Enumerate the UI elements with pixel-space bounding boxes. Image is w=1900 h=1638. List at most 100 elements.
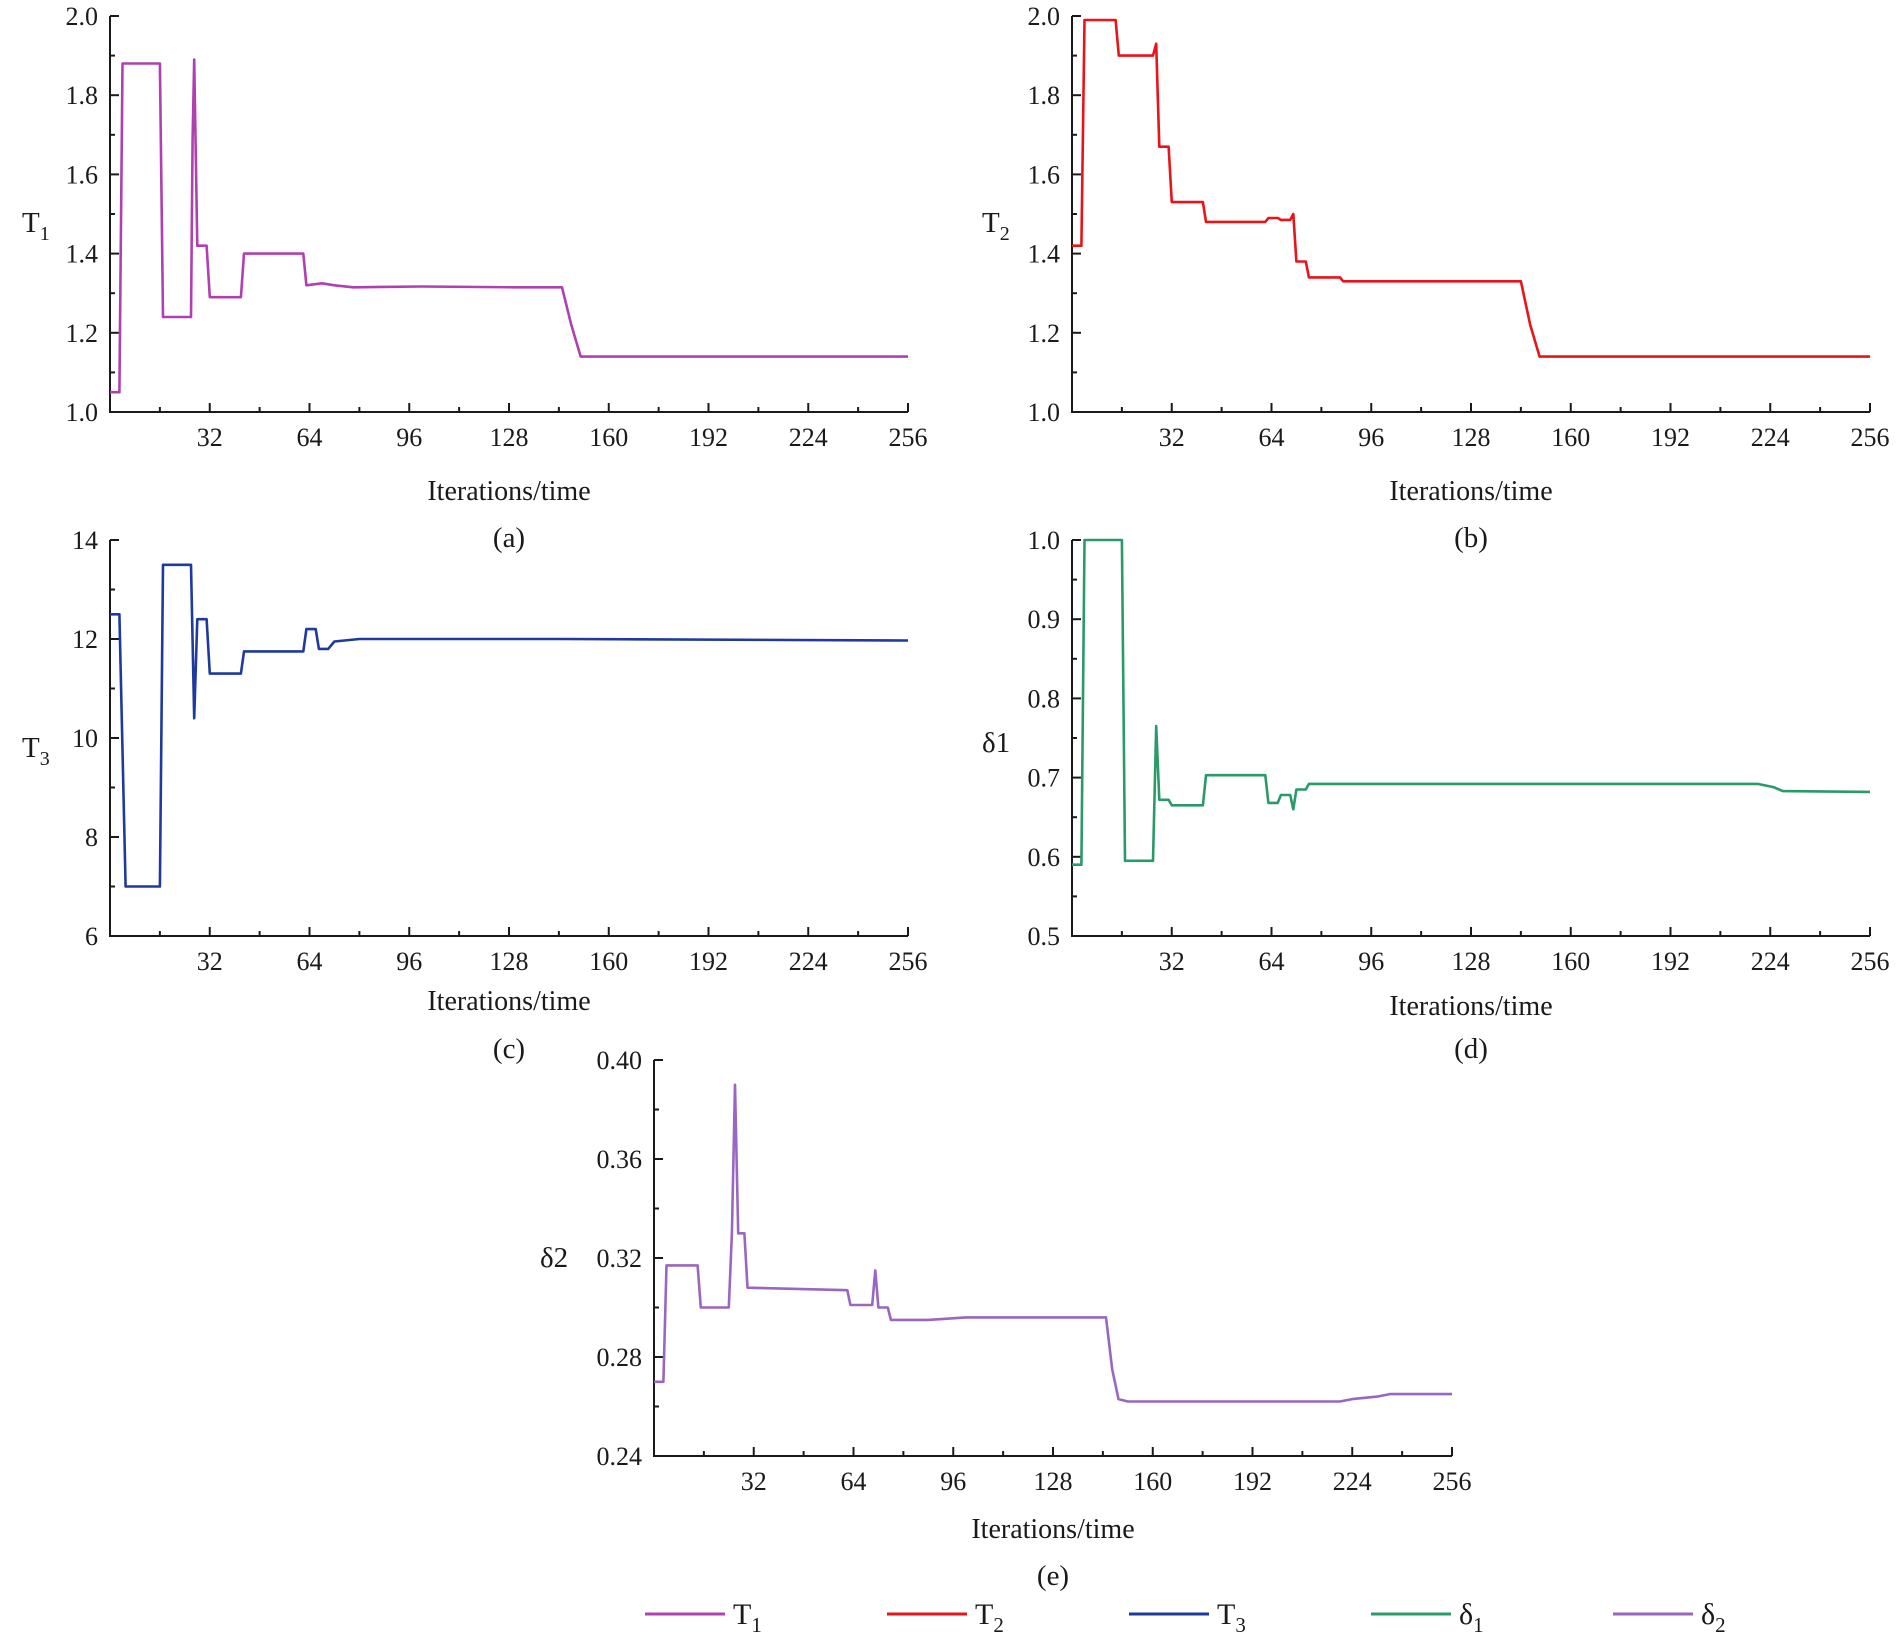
chart-panel-c: 6 8 10 12 14 32 64 96 128 160 192 224 256 Iterations/… bbox=[22, 526, 928, 1065]
x-tick-label: 192 bbox=[689, 423, 728, 452]
x-tick-label: 96 bbox=[940, 1467, 966, 1496]
panel-caption: (d) bbox=[1454, 1033, 1488, 1065]
y-tick-label: 0.6 bbox=[1028, 843, 1061, 872]
x-tick-label: 192 bbox=[689, 947, 728, 976]
x-tick-label: 224 bbox=[1333, 1467, 1372, 1496]
y-axis-label: T3 bbox=[22, 732, 50, 770]
y-tick-label: 1.8 bbox=[66, 81, 99, 110]
x-tick-label: 256 bbox=[1433, 1467, 1472, 1496]
x-tick-label: 64 bbox=[841, 1467, 867, 1496]
legend-item: δ1 bbox=[1371, 1598, 1484, 1637]
x-tick-label: 192 bbox=[1651, 947, 1690, 976]
x-tick-label: 160 bbox=[1551, 947, 1590, 976]
x-tick-label: 224 bbox=[1751, 423, 1790, 452]
x-tick-label: 32 bbox=[1159, 947, 1185, 976]
legend-label-main: T bbox=[1217, 1598, 1235, 1631]
x-tick-label: 96 bbox=[396, 423, 422, 452]
x-axis-label: Iterations/time bbox=[427, 986, 590, 1017]
x-tick-label: 96 bbox=[1358, 947, 1384, 976]
axis-lines bbox=[1071, 540, 1870, 937]
y-tick-label: 0.9 bbox=[1028, 605, 1061, 634]
y-tick-label: 0.7 bbox=[1028, 764, 1061, 793]
y-tick-label: 0.32 bbox=[597, 1244, 643, 1273]
y-tick-label: 2.0 bbox=[1028, 2, 1061, 31]
y-axis-label-main: T bbox=[22, 732, 40, 764]
x-tick-label: 256 bbox=[889, 947, 928, 976]
y-axis-label-main: δ2 bbox=[540, 1242, 568, 1274]
series-line-b bbox=[1072, 18, 1870, 358]
x-tick-label: 160 bbox=[1133, 1467, 1172, 1496]
x-tick-label: 128 bbox=[490, 947, 529, 976]
legend-label: T3 bbox=[1217, 1598, 1246, 1637]
x-tick-label: 224 bbox=[789, 947, 828, 976]
x-tick-label: 224 bbox=[789, 423, 828, 452]
x-tick-label: 96 bbox=[1358, 423, 1384, 452]
y-tick-label: 0.5 bbox=[1028, 922, 1061, 951]
x-tick-label: 32 bbox=[741, 1467, 767, 1496]
y-tick-label: 1.6 bbox=[66, 160, 99, 189]
y-tick-label: 8 bbox=[85, 823, 98, 852]
legend-label-sub: 2 bbox=[1715, 1613, 1726, 1637]
x-tick-label: 128 bbox=[1452, 423, 1491, 452]
legend-label: δ2 bbox=[1701, 1598, 1726, 1637]
x-tick-label: 64 bbox=[1259, 423, 1285, 452]
y-tick-label: 0.8 bbox=[1028, 684, 1061, 713]
y-tick-label: 1.2 bbox=[66, 319, 99, 348]
x-axis-label: Iterations/time bbox=[971, 1514, 1134, 1545]
panel-caption: (c) bbox=[493, 1033, 525, 1065]
y-axis-label-main: T bbox=[982, 207, 1000, 239]
legend-label-sub: 1 bbox=[751, 1613, 762, 1637]
y-tick-label: 1.4 bbox=[1028, 240, 1061, 269]
x-tick-label: 64 bbox=[297, 423, 323, 452]
series-line-c bbox=[110, 563, 909, 888]
x-tick-label: 128 bbox=[1452, 947, 1491, 976]
x-tick-label: 32 bbox=[197, 423, 223, 452]
x-tick-label: 192 bbox=[1651, 423, 1690, 452]
y-axis-label: T2 bbox=[982, 207, 1010, 245]
legend-label: δ1 bbox=[1459, 1598, 1484, 1637]
y-tick-label: 12 bbox=[72, 625, 98, 654]
series-line-e bbox=[654, 1083, 1452, 1403]
legend-label-sub: 3 bbox=[1235, 1613, 1246, 1637]
x-axis-label: Iterations/time bbox=[427, 476, 590, 507]
y-tick-label: 14 bbox=[72, 526, 98, 555]
chart-panel-d: 0.5 0.6 0.7 0.8 0.9 1.0 32 64 96 128 160 192 224 256 I… bbox=[982, 526, 1890, 1065]
x-axis-label: Iterations/time bbox=[1389, 476, 1552, 507]
y-tick-label: 1.2 bbox=[1028, 319, 1061, 348]
x-tick-label: 160 bbox=[589, 947, 628, 976]
legend-item: T3 bbox=[1129, 1598, 1246, 1637]
x-tick-label: 128 bbox=[490, 423, 529, 452]
x-tick-label: 64 bbox=[297, 947, 323, 976]
y-tick-label: 0.40 bbox=[597, 1046, 643, 1075]
series-line-d bbox=[1072, 538, 1871, 867]
x-tick-label: 160 bbox=[589, 423, 628, 452]
x-axis-label: Iterations/time bbox=[1389, 991, 1552, 1022]
legend-label-main: T bbox=[733, 1598, 751, 1631]
legend-label-main: T bbox=[975, 1598, 993, 1631]
x-tick-label: 32 bbox=[1159, 423, 1185, 452]
panel-caption: (a) bbox=[493, 522, 525, 554]
x-tick-label: 256 bbox=[1851, 947, 1890, 976]
legend-label-sub: 1 bbox=[1473, 1613, 1484, 1637]
y-tick-label: 10 bbox=[72, 724, 98, 753]
legend-label-sub: 2 bbox=[993, 1613, 1004, 1637]
y-tick-label: 1.0 bbox=[1028, 398, 1061, 427]
y-tick-label: 0.24 bbox=[597, 1442, 643, 1471]
x-tick-label: 160 bbox=[1551, 423, 1590, 452]
y-axis-label-sub: 2 bbox=[1000, 223, 1010, 245]
legend-label: T1 bbox=[733, 1598, 762, 1637]
chart-panel-e: 0.24 0.28 0.32 0.36 0.40 32 64 96 128 160 192 224 25… bbox=[540, 1046, 1472, 1592]
chart-panel-a: 1.0 1.2 1.4 1.6 1.8 2.0 32 64 96 128 160 192 224 256 I… bbox=[22, 2, 928, 554]
y-axis-label-sub: 1 bbox=[40, 223, 50, 245]
legend-label-main: δ bbox=[1459, 1598, 1473, 1631]
x-tick-label: 256 bbox=[889, 423, 928, 452]
x-tick-label: 256 bbox=[1851, 423, 1890, 452]
legend-item: T1 bbox=[645, 1598, 762, 1637]
panel-caption: (e) bbox=[1037, 1560, 1069, 1592]
legend-item: δ2 bbox=[1613, 1598, 1726, 1637]
legend-label-main: δ bbox=[1701, 1598, 1715, 1631]
panel-caption: (b) bbox=[1454, 522, 1488, 554]
x-tick-label: 64 bbox=[1259, 947, 1285, 976]
x-tick-label: 224 bbox=[1751, 947, 1790, 976]
x-tick-label: 96 bbox=[396, 947, 422, 976]
